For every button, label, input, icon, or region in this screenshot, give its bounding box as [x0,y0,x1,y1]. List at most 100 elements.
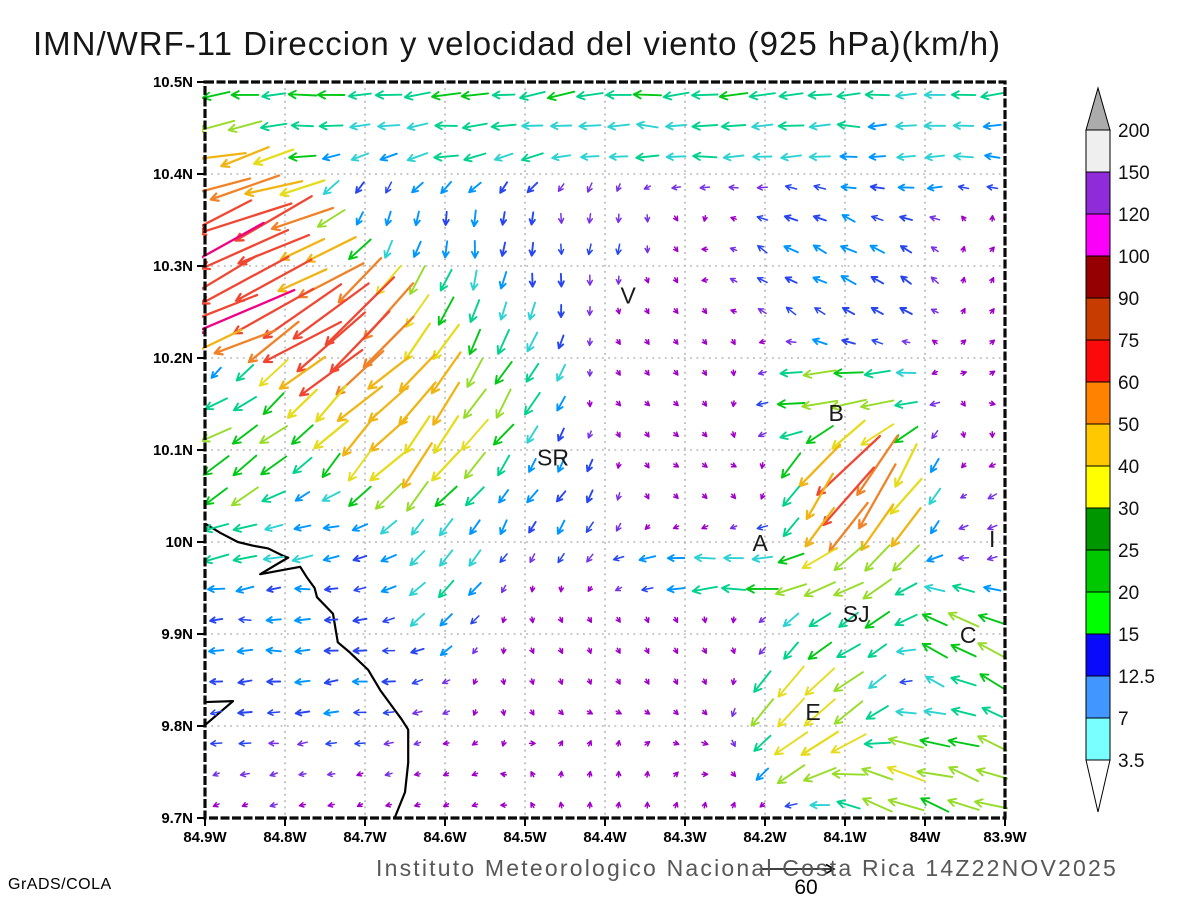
wind-arrow [950,643,977,658]
wind-arrow [960,276,967,284]
wind-arrow [779,430,803,441]
wind-arrow [202,199,253,228]
wind-arrow [235,364,255,382]
wind-arrow [808,121,831,131]
colorbar-band [1085,255,1111,299]
wind-arrow [238,616,252,624]
wind-arrow [895,91,917,100]
wind-arrow [730,707,737,718]
wind-arrow [585,521,594,533]
wind-arrow [349,122,371,131]
wind-arrow [644,276,650,284]
wind-arrow [406,480,429,512]
gridlines [205,82,1005,818]
wind-arrow [636,120,659,130]
wind-arrow [411,678,424,685]
wind-arrow [701,369,708,376]
wind-arrow [294,708,311,717]
wind-arrow [960,431,967,438]
wind-arrow [701,678,707,685]
wind-arrow [410,518,425,536]
wind-arrow [499,211,508,226]
wind-arrow [701,709,708,716]
wind-arrow [730,431,737,438]
wind-arrow [783,214,799,222]
wind-arrow [952,121,975,130]
wind-arrow [615,338,621,345]
wind-arrows [202,89,1008,813]
wind-arrow [868,674,887,690]
y-tick-label: 9.9N [161,626,193,643]
wind-arrow [926,554,944,563]
colorbar-band [1085,591,1111,635]
y-tick-label: 10N [165,534,193,551]
wind-arrow [701,277,709,283]
wind-arrow [298,802,307,808]
wind-arrow [353,585,367,593]
wind-arrow [615,307,622,315]
wind-arrow [701,400,708,407]
wind-arrow [673,709,679,716]
wind-arrow [865,705,889,720]
wind-arrow [209,740,223,747]
wind-arrow [463,451,486,480]
wind-arrow [260,455,288,476]
wind-arrow [672,524,680,530]
wind-arrow [895,368,917,377]
wind-arrow [558,585,565,593]
wind-arrow [672,647,679,654]
wind-arrow [671,184,682,191]
wind-arrow [230,90,260,100]
wind-arrow [432,323,460,361]
wind-arrow [262,320,343,364]
wind-arrow [952,583,975,593]
wind-arrow [439,645,453,657]
wind-arrow [324,616,339,624]
wind-arrow [701,308,708,315]
wind-arrow [220,146,270,169]
wind-arrow [440,180,453,195]
wind-arrow [385,181,393,194]
wind-arrow [758,616,767,624]
wind-arrow [701,462,708,468]
wind-arrow [576,91,604,101]
wind-arrow [730,801,736,809]
wind-arrow [757,307,767,315]
wind-arrow [470,269,479,291]
wind-arrow [321,452,341,479]
wind-arrow [322,179,340,196]
wind-arrow [836,799,861,810]
wind-arrow [899,245,913,254]
wind-arrow [557,552,565,564]
wind-arrow [586,213,594,224]
wind-arrow [784,184,798,191]
wind-arrow [987,493,998,500]
wind-arrow [632,89,662,100]
wind-arrow [926,183,943,192]
wind-arrow [403,91,431,101]
wind-arrow [324,585,339,593]
wind-arrow [322,523,340,532]
wind-arrow [208,647,225,655]
wind-arrow [377,121,401,131]
x-tick-label: 84.1W [823,829,867,846]
wind-arrow [780,452,802,479]
wind-arrow [893,425,919,444]
wind-arrow [785,306,797,316]
wind-arrow [960,493,968,499]
wind-arrow [863,738,891,749]
wind-arrow [782,612,800,628]
coastline [204,700,235,726]
wind-arrow [413,210,421,227]
wind-arrow [897,183,915,192]
wind-arrow [557,740,564,747]
coastline [204,522,410,819]
wind-arrow [471,771,479,777]
wind-arrow [756,524,769,531]
wind-arrow [207,585,226,594]
wind-arrow [374,482,403,510]
wind-arrow [321,490,341,502]
y-tick-label: 9.7N [161,810,193,827]
wind-arrow [352,616,368,624]
wind-arrow [812,337,828,346]
